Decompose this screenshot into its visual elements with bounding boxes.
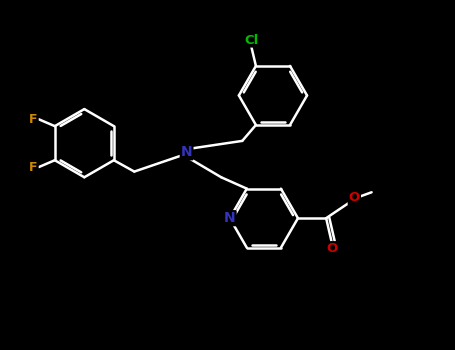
Text: N: N <box>224 211 236 225</box>
Text: O: O <box>326 242 337 255</box>
Text: Cl: Cl <box>244 34 258 47</box>
Text: O: O <box>349 191 360 204</box>
Text: F: F <box>29 161 38 174</box>
Text: F: F <box>29 113 38 126</box>
Text: N: N <box>181 145 192 159</box>
